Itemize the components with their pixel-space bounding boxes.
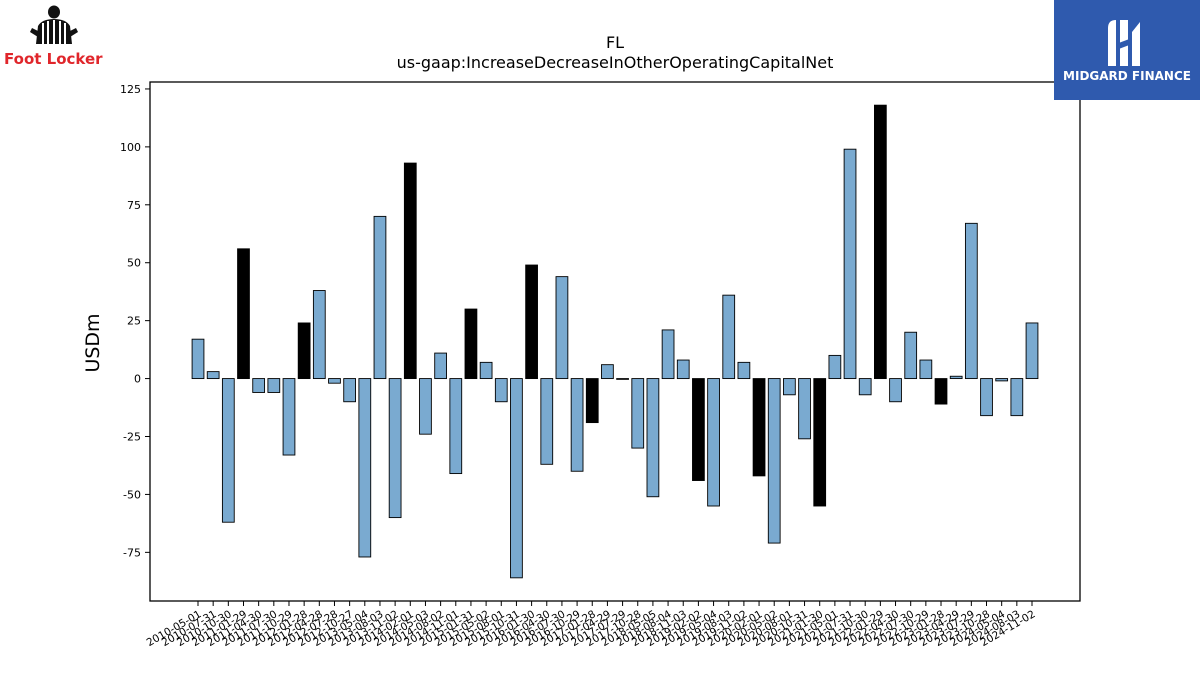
y-tick-label: -25 — [123, 430, 141, 443]
bar-2019-08-03 — [722, 294, 736, 380]
bar-2022-10-29 — [919, 359, 933, 380]
x-axis-ticks: 2010-05-012010-07-312010-10-302011-01-29… — [145, 601, 1038, 649]
bar-2011-10-29 — [282, 378, 296, 456]
bar-2012-07-28 — [328, 378, 341, 384]
bar-2020-02-01 — [752, 378, 766, 477]
bar-2021-10-30 — [858, 378, 872, 396]
bar-2018-05-05 — [646, 378, 660, 498]
midgard-finance-brand-text: MIDGARD FINANCE — [1063, 69, 1191, 83]
bar-2014-02-01 — [403, 162, 417, 380]
bar-2023-04-29 — [949, 375, 963, 380]
bar-2022-04-30 — [889, 378, 902, 403]
bar-2019-05-04 — [707, 378, 720, 507]
bar-2017-04-29 — [601, 364, 614, 380]
y-tick-label: 75 — [127, 199, 141, 212]
bar-2020-05-02 — [767, 378, 781, 544]
bar-2024-11-02 — [1025, 322, 1039, 380]
y-tick-label: 0 — [134, 373, 141, 386]
bar-2021-07-31 — [843, 148, 857, 380]
bar-2016-10-29 — [570, 378, 584, 472]
foot-locker-brand-text: Foot Locker — [4, 50, 103, 68]
bar-2024-05-04 — [995, 378, 1009, 382]
midgard-finance-logo: MIDGARD FINANCE — [1054, 0, 1200, 100]
bar-2019-11-02 — [737, 361, 751, 380]
bar-2011-04-30 — [252, 378, 266, 393]
bar-2023-07-29 — [964, 222, 978, 380]
bar-2010-10-30 — [221, 378, 235, 523]
foot-locker-logo: Foot Locker — [0, 0, 112, 72]
y-tick-label: -75 — [123, 546, 141, 559]
bar-2012-10-27 — [343, 378, 357, 403]
y-tick-label: 50 — [127, 257, 141, 270]
y-axis-ticks: -75 -50 -25 0 25 50 75 100 125 — [120, 83, 150, 559]
bar-2010-05-01 — [191, 338, 205, 380]
bar-2021-01-30 — [813, 378, 827, 507]
bar-2021-05-01 — [828, 354, 842, 380]
bar-2017-10-28 — [631, 378, 645, 449]
bar-2015-05-02 — [479, 361, 493, 380]
y-tick-label: 125 — [120, 83, 141, 96]
bar-2016-07-30 — [555, 276, 569, 380]
midgard-monogram-icon — [1108, 20, 1140, 66]
bar-2013-11-02 — [388, 378, 402, 519]
bar-2015-08-01 — [494, 378, 508, 403]
plot-area-frame — [149, 81, 1081, 602]
bar-2016-01-30 — [525, 264, 538, 380]
bar-2018-08-04 — [661, 329, 675, 380]
bar-2017-07-29 — [616, 378, 629, 380]
bar-2011-01-29 — [237, 248, 250, 380]
bar-2014-05-03 — [419, 378, 432, 435]
chart-title: FL — [606, 33, 624, 52]
bar-2013-05-04 — [358, 378, 372, 558]
y-tick-label: 100 — [120, 141, 141, 154]
bars-group — [191, 104, 1039, 579]
chart-subtitle: us-gaap:IncreaseDecreaseInOtherOperating… — [397, 53, 834, 72]
bar-2011-07-30 — [267, 378, 281, 393]
y-tick-label: -50 — [123, 488, 141, 501]
bar-2015-10-31 — [510, 378, 523, 579]
bar-2022-07-30 — [904, 331, 918, 380]
referee-icon — [30, 5, 78, 44]
bar-2015-01-31 — [464, 308, 478, 380]
bar-2023-10-28 — [980, 378, 993, 417]
bar-2014-08-02 — [434, 352, 447, 380]
bar-2016-04-30 — [540, 378, 554, 465]
bar-2024-08-03 — [1010, 378, 1024, 417]
y-tick-label: 25 — [127, 315, 141, 328]
bar-2023-01-28 — [934, 378, 948, 405]
bar-2019-02-02 — [692, 378, 705, 481]
bar-2012-04-28 — [312, 290, 326, 380]
y-axis-label: USDm — [82, 313, 104, 372]
bar-2014-11-01 — [449, 378, 463, 475]
bar-2013-08-03 — [373, 215, 387, 380]
bar-2022-01-29 — [874, 104, 887, 380]
bar-2010-07-31 — [206, 371, 220, 380]
bar-2018-11-03 — [676, 359, 690, 380]
bar-2012-01-28 — [297, 322, 311, 380]
bar-2020-08-01 — [783, 378, 796, 396]
bar-2017-01-28 — [585, 378, 599, 424]
bar-2020-10-31 — [798, 378, 811, 440]
